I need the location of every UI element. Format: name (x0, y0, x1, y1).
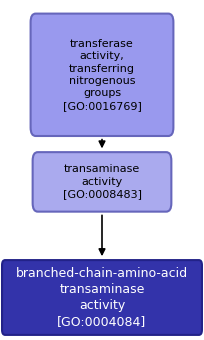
Text: transferase
activity,
transferring
nitrogenous
groups
[GO:0016769]: transferase activity, transferring nitro… (63, 39, 141, 111)
FancyBboxPatch shape (2, 260, 202, 335)
FancyBboxPatch shape (31, 14, 173, 136)
Text: transaminase
activity
[GO:0008483]: transaminase activity [GO:0008483] (62, 165, 142, 199)
Text: branched-chain-amino-acid
transaminase
activity
[GO:0004084]: branched-chain-amino-acid transaminase a… (16, 267, 188, 328)
FancyBboxPatch shape (33, 152, 171, 211)
